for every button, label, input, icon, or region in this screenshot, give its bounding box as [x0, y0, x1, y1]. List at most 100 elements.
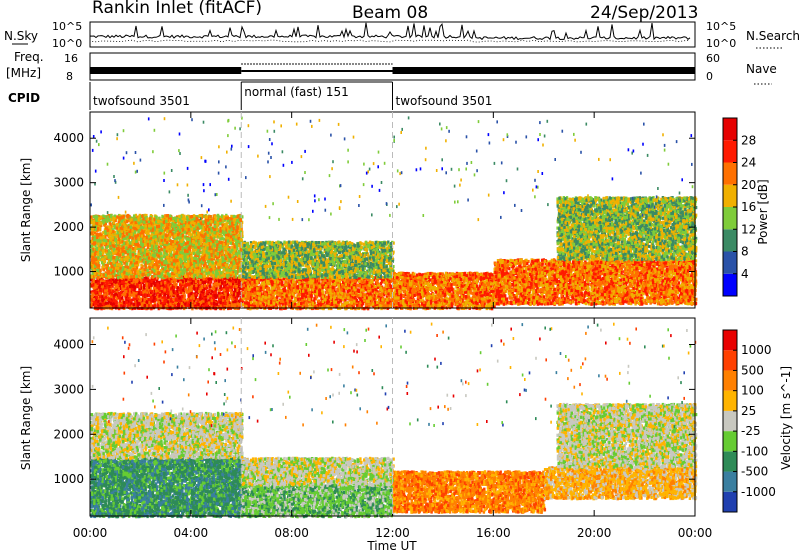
data-cell [95, 290, 97, 293]
data-cell [108, 289, 110, 292]
data-cell [118, 296, 120, 299]
data-cell [181, 302, 183, 305]
data-cell [143, 286, 145, 289]
data-cell [231, 304, 233, 307]
data-cell [115, 302, 117, 305]
data-cell [111, 292, 113, 295]
data-cell [177, 286, 179, 289]
data-cell [146, 286, 148, 289]
nsearch-tick-hi: 10^5 [706, 20, 736, 33]
data-cell [152, 300, 154, 303]
data-cell [163, 299, 165, 302]
data-cell [134, 286, 136, 289]
data-cell [93, 301, 95, 304]
data-cell [141, 303, 143, 306]
cpid-segment-label: twofsound 3501 [396, 94, 493, 108]
data-cell [93, 287, 95, 290]
data-cell [97, 300, 99, 303]
data-cell [179, 283, 181, 286]
data-cell [171, 280, 173, 283]
data-cell [154, 284, 156, 287]
data-cell [120, 304, 122, 307]
data-cell [107, 286, 109, 289]
freq-band [90, 67, 241, 74]
station-title: Rankin Inlet (fitACF) [92, 0, 262, 18]
data-cell [105, 296, 107, 299]
data-cell [148, 283, 150, 286]
data-cell [159, 304, 161, 307]
data-cell [150, 284, 152, 287]
data-cell [232, 280, 234, 283]
data-cell [136, 279, 138, 282]
data-cell [131, 284, 133, 287]
data-cell [191, 304, 193, 307]
nave-tick-lo: 0 [706, 70, 713, 83]
data-cell [211, 299, 213, 302]
data-cell [231, 292, 233, 295]
data-cell [137, 302, 139, 305]
data-cell [190, 297, 192, 300]
data-cell [220, 307, 222, 310]
data-cell [101, 295, 103, 298]
data-cell [142, 294, 144, 297]
data-cell [218, 298, 220, 301]
data-cell [213, 294, 215, 297]
data-cell [119, 293, 121, 296]
data-cell [199, 281, 201, 284]
data-cell [143, 298, 145, 301]
data-cell [193, 287, 195, 290]
data-cell [224, 302, 226, 305]
data-cell [142, 291, 144, 294]
data-cell [195, 280, 197, 283]
data-cell [140, 291, 142, 294]
data-cell [212, 284, 214, 287]
data-cell [234, 300, 236, 303]
data-cell [208, 302, 210, 305]
data-cell [101, 282, 103, 285]
data-cell [138, 295, 140, 298]
data-cell [213, 302, 215, 305]
data-cell [221, 296, 223, 299]
data-cell [211, 286, 213, 289]
nsky-trace [90, 23, 690, 42]
data-cell [221, 281, 223, 284]
data-cell [136, 285, 138, 288]
data-cell [105, 302, 107, 305]
data-cell [164, 293, 166, 296]
beam-title: Beam 08 [352, 3, 428, 23]
data-cell [177, 303, 179, 306]
data-cell [161, 287, 163, 290]
data-cell [121, 281, 123, 284]
data-cell [218, 295, 220, 298]
data-cell [203, 288, 205, 291]
data-cell [148, 294, 150, 297]
cpid-segment-label: normal (fast) 151 [244, 85, 348, 99]
data-cell [151, 290, 153, 293]
data-cell [133, 303, 135, 306]
data-cell [199, 288, 201, 291]
data-cell [188, 233, 190, 236]
data-cell [174, 281, 176, 284]
data-cell [107, 305, 109, 308]
data-cell [162, 281, 164, 284]
data-cell [113, 293, 115, 296]
date-title: 24/Sep/2013 [590, 3, 698, 23]
data-cell [182, 298, 184, 301]
data-cell [104, 289, 106, 292]
data-cell [167, 291, 169, 294]
data-cell [219, 301, 221, 304]
data-cell [131, 288, 133, 291]
nsky-line [90, 23, 690, 40]
data-cell [116, 285, 118, 288]
data-cell [140, 298, 142, 301]
data-cell [225, 252, 227, 255]
data-cell [106, 280, 108, 283]
data-cell [159, 293, 161, 296]
data-cell [154, 304, 156, 307]
data-cell [227, 290, 229, 293]
data-cell [112, 306, 114, 309]
data-cell [167, 295, 169, 298]
data-cell [190, 292, 192, 295]
data-cell [188, 283, 190, 286]
